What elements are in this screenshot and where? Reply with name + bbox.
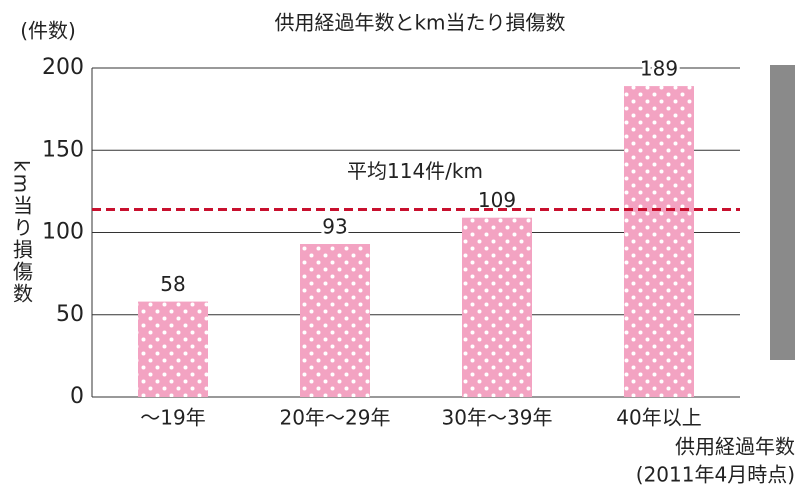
photo-fragment	[770, 65, 795, 360]
x-tick-label: 40年以上	[616, 406, 701, 430]
y-tick-label: 50	[56, 302, 84, 327]
y-tick-label: 100	[42, 220, 84, 245]
bar	[462, 217, 532, 397]
value-label: 58	[160, 272, 185, 296]
x-tick-label: 20年～29年	[280, 406, 391, 430]
note: (2011年4月時点)	[636, 463, 795, 487]
y-tick-label: 200	[42, 55, 84, 80]
bar	[300, 244, 370, 397]
reference-label: 平均114件/km	[347, 159, 483, 183]
x-tick-label: ～19年	[140, 406, 205, 430]
value-label: 109	[478, 188, 516, 212]
bar	[624, 86, 694, 397]
value-label: 93	[322, 215, 347, 239]
bar	[138, 301, 208, 397]
x-tick-label: 30年～39年	[442, 406, 553, 430]
y-tick-label: 150	[42, 137, 84, 162]
value-label: 189	[640, 57, 678, 81]
x-axis-label: 供用経過年数	[675, 435, 795, 459]
y-unit: (件数)	[20, 19, 76, 43]
y-tick-label: 0	[70, 384, 84, 409]
chart-title: 供用経過年数とkm当たり損傷数	[274, 11, 565, 35]
y-axis-label: km当り損傷数	[10, 160, 34, 305]
